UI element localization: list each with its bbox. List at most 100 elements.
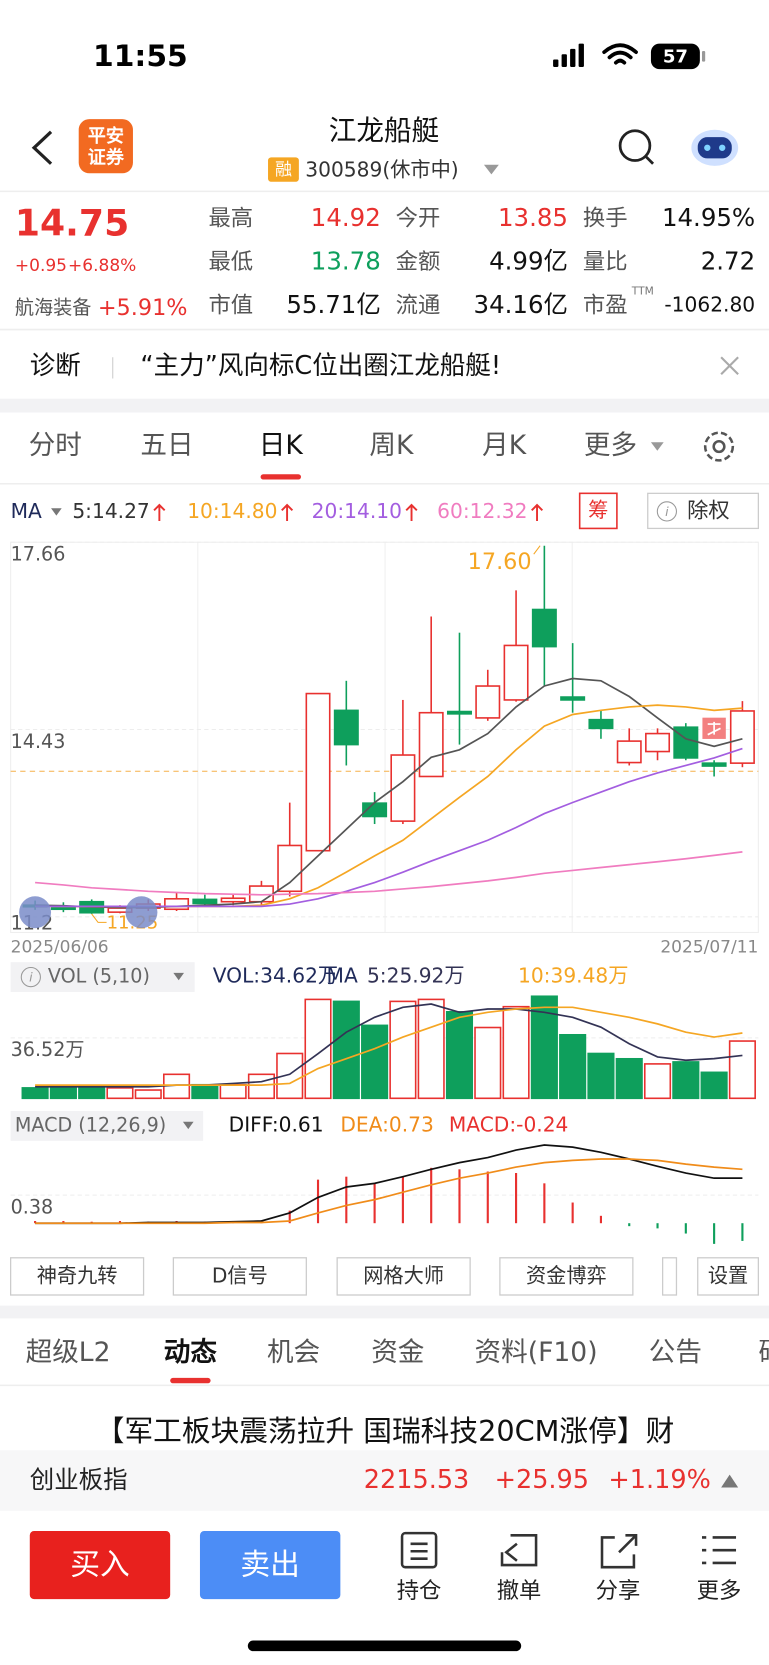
tool-button[interactable]	[336, 1257, 471, 1296]
tool-button[interactable]	[697, 1257, 760, 1296]
margin-tag-text: 融	[275, 160, 292, 180]
field-value: 34.16亿	[474, 290, 568, 319]
trend-arrow	[281, 503, 294, 521]
index-bar[interactable]	[0, 1450, 769, 1511]
tool-label: D信号	[212, 1263, 268, 1287]
period-tab[interactable]: 日K	[259, 430, 304, 461]
candle-body	[475, 685, 501, 719]
candle-body	[418, 711, 444, 778]
index-pct: +1.19%	[608, 1465, 710, 1495]
nav-left[interactable]	[19, 896, 52, 929]
macd-name: MACD (12,26,9)	[15, 1113, 166, 1136]
field-label: 今开	[396, 206, 441, 232]
tool-button[interactable]	[9, 1257, 145, 1296]
tool-button[interactable]	[499, 1257, 634, 1296]
volume-bar	[304, 998, 332, 1100]
y-tick-label: 36.52万	[11, 1038, 85, 1061]
field-value: 4.99亿	[489, 247, 568, 276]
search-button[interactable]	[618, 129, 652, 162]
diagnosis-text[interactable]: “主力”风向标C位出圈江龙船艇!	[140, 351, 501, 381]
volume-bar	[332, 1000, 360, 1100]
volume-bar	[474, 1026, 502, 1100]
buy-marker-glyph	[707, 721, 721, 736]
period-tab[interactable]: 周K	[369, 430, 414, 461]
vol-selector[interactable]	[10, 962, 195, 992]
more-caret	[650, 442, 664, 451]
vol-ma10: 10:39.48万	[518, 964, 629, 988]
index-change: +25.95	[495, 1465, 589, 1495]
candle-body	[560, 696, 586, 701]
trend-arrow	[153, 503, 166, 521]
tab-underline	[170, 1377, 211, 1384]
macd-selector[interactable]	[10, 1111, 204, 1141]
field-value: 14.95%	[662, 203, 755, 232]
news-tab[interactable]: 研	[758, 1337, 769, 1368]
sell-text: 卖出	[240, 1548, 300, 1583]
period-tab[interactable]: 更多	[584, 430, 637, 461]
candle-body	[588, 718, 614, 730]
field-value: -1062.80	[664, 293, 755, 317]
headline[interactable]: 【军工板块震荡拉升 国瑞科技20CM涨停】财	[96, 1414, 675, 1448]
period-tab[interactable]: 五日	[140, 430, 193, 461]
vol-caret	[173, 972, 185, 981]
action-label[interactable]: 撤单	[497, 1578, 542, 1604]
volume-bar	[530, 995, 558, 1100]
news-tab[interactable]: 资金	[371, 1337, 424, 1368]
nav-right[interactable]	[125, 896, 158, 929]
field-label: 市盈	[583, 293, 628, 319]
action-label[interactable]: 更多	[697, 1578, 742, 1604]
field-label: 换手	[583, 206, 628, 232]
info-glyph: i	[665, 505, 669, 520]
index-name: 创业板指	[30, 1465, 128, 1494]
search-handle	[644, 155, 655, 165]
news-tab[interactable]: 超级L2	[26, 1337, 111, 1368]
index-caret[interactable]	[721, 1474, 739, 1488]
volume-bar	[587, 1052, 615, 1100]
candle-body	[531, 608, 557, 648]
period-tab[interactable]: 分时	[29, 430, 82, 461]
ma-line	[35, 704, 743, 908]
buy-text: 买入	[70, 1548, 130, 1583]
buy-button[interactable]	[29, 1531, 171, 1600]
status-time: 11:55	[93, 39, 188, 74]
chip-button[interactable]	[578, 492, 618, 530]
ma-caret[interactable]	[51, 508, 62, 516]
settings-icon[interactable]	[703, 431, 735, 462]
news-tab[interactable]: 动态	[164, 1337, 218, 1368]
code-caret[interactable]	[483, 164, 499, 175]
info-glyph: i	[29, 971, 33, 986]
candle-body	[446, 710, 472, 715]
y-tick-label: 14.43	[11, 730, 66, 753]
field-label: 最低	[208, 249, 253, 275]
adjust-button[interactable]	[647, 492, 760, 530]
volume-bar	[219, 1083, 247, 1100]
y-tick-label: 17.66	[11, 543, 66, 566]
news-tab[interactable]: 机会	[267, 1337, 320, 1368]
last-price: 14.75	[15, 201, 129, 244]
ma-legend-item: 10:14.80	[187, 499, 277, 523]
macd-line	[35, 1158, 743, 1225]
volume-ma-line	[35, 1006, 743, 1086]
close-button[interactable]	[720, 356, 739, 376]
battery	[650, 43, 700, 70]
vol-ma-label: MA	[327, 964, 358, 988]
action-label[interactable]: 分享	[596, 1578, 641, 1604]
news-tab[interactable]: 公告	[649, 1337, 702, 1368]
volume-bar	[643, 1063, 672, 1100]
vol-value: VOL:34.62万	[213, 964, 338, 988]
period-tab[interactable]: 月K	[482, 430, 527, 461]
x-tick-label: 2025/06/06	[11, 937, 109, 957]
back-button[interactable]	[31, 130, 53, 165]
home-indicator	[247, 1640, 522, 1652]
volume-bar	[672, 1061, 700, 1100]
ma-legend-item: 20:14.10	[312, 499, 402, 523]
sell-button[interactable]	[199, 1531, 341, 1600]
ma-label[interactable]: MA	[11, 499, 42, 523]
tool-button[interactable]	[172, 1257, 307, 1296]
volume-bar	[21, 1087, 49, 1100]
assistant-icon[interactable]	[691, 129, 739, 166]
max-pointer	[533, 545, 541, 555]
news-tab[interactable]: 资料(F10)	[475, 1337, 598, 1368]
macd-dea: DEA:0.73	[340, 1112, 434, 1136]
action-label[interactable]: 持仓	[397, 1578, 442, 1604]
